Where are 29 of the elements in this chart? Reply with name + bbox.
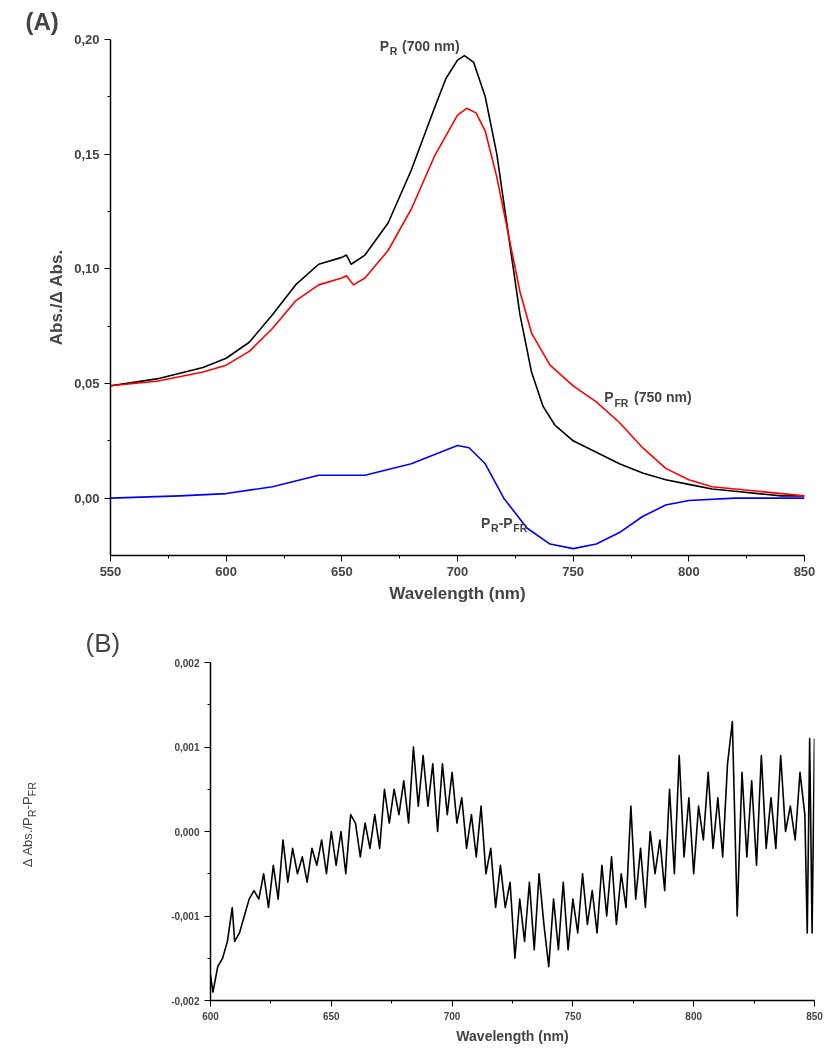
x-tick-label: 700 — [443, 1010, 461, 1022]
x-tick-label: 850 — [793, 563, 816, 579]
y-tick-label: 0,20 — [74, 32, 100, 47]
x-tick-label: 600 — [215, 563, 238, 579]
line-series — [110, 444, 805, 550]
x-tick-label: 650 — [322, 1010, 341, 1022]
y-tick-label: 0,001 — [174, 742, 200, 753]
y-tick-label: 0,000 — [174, 826, 200, 838]
y-tick-label: 0,05 — [74, 376, 100, 391]
x-tick-label: 750 — [564, 1010, 582, 1022]
x-tick-label: 850 — [806, 1010, 824, 1022]
y-axis-title: Abs./Δ Abs. — [47, 249, 67, 346]
x-tick-label: 750 — [562, 563, 585, 579]
x-axis-title: Wavelength (nm) — [456, 1027, 569, 1044]
y-tick-label: -0,001 — [171, 911, 200, 922]
y-tick-label: -0,002 — [171, 995, 200, 1007]
y-tick-label: 0,15 — [74, 146, 100, 162]
x-tick-label: 550 — [99, 563, 122, 579]
chart-title: (B) — [85, 627, 121, 658]
x-axis-title: Wavelength (nm) — [389, 583, 526, 603]
x-tick-label: 800 — [685, 1010, 703, 1022]
chart-title: (A) — [25, 7, 59, 35]
y-tick-label: 0,10 — [74, 261, 100, 277]
x-tick-label: 800 — [677, 563, 700, 579]
x-tick-label: 650 — [330, 563, 353, 579]
x-tick-label: 700 — [446, 563, 469, 579]
y-tick-label: 0,002 — [174, 657, 200, 669]
y-tick-label: 0,00 — [74, 490, 100, 506]
x-tick-label: 600 — [202, 1010, 220, 1022]
